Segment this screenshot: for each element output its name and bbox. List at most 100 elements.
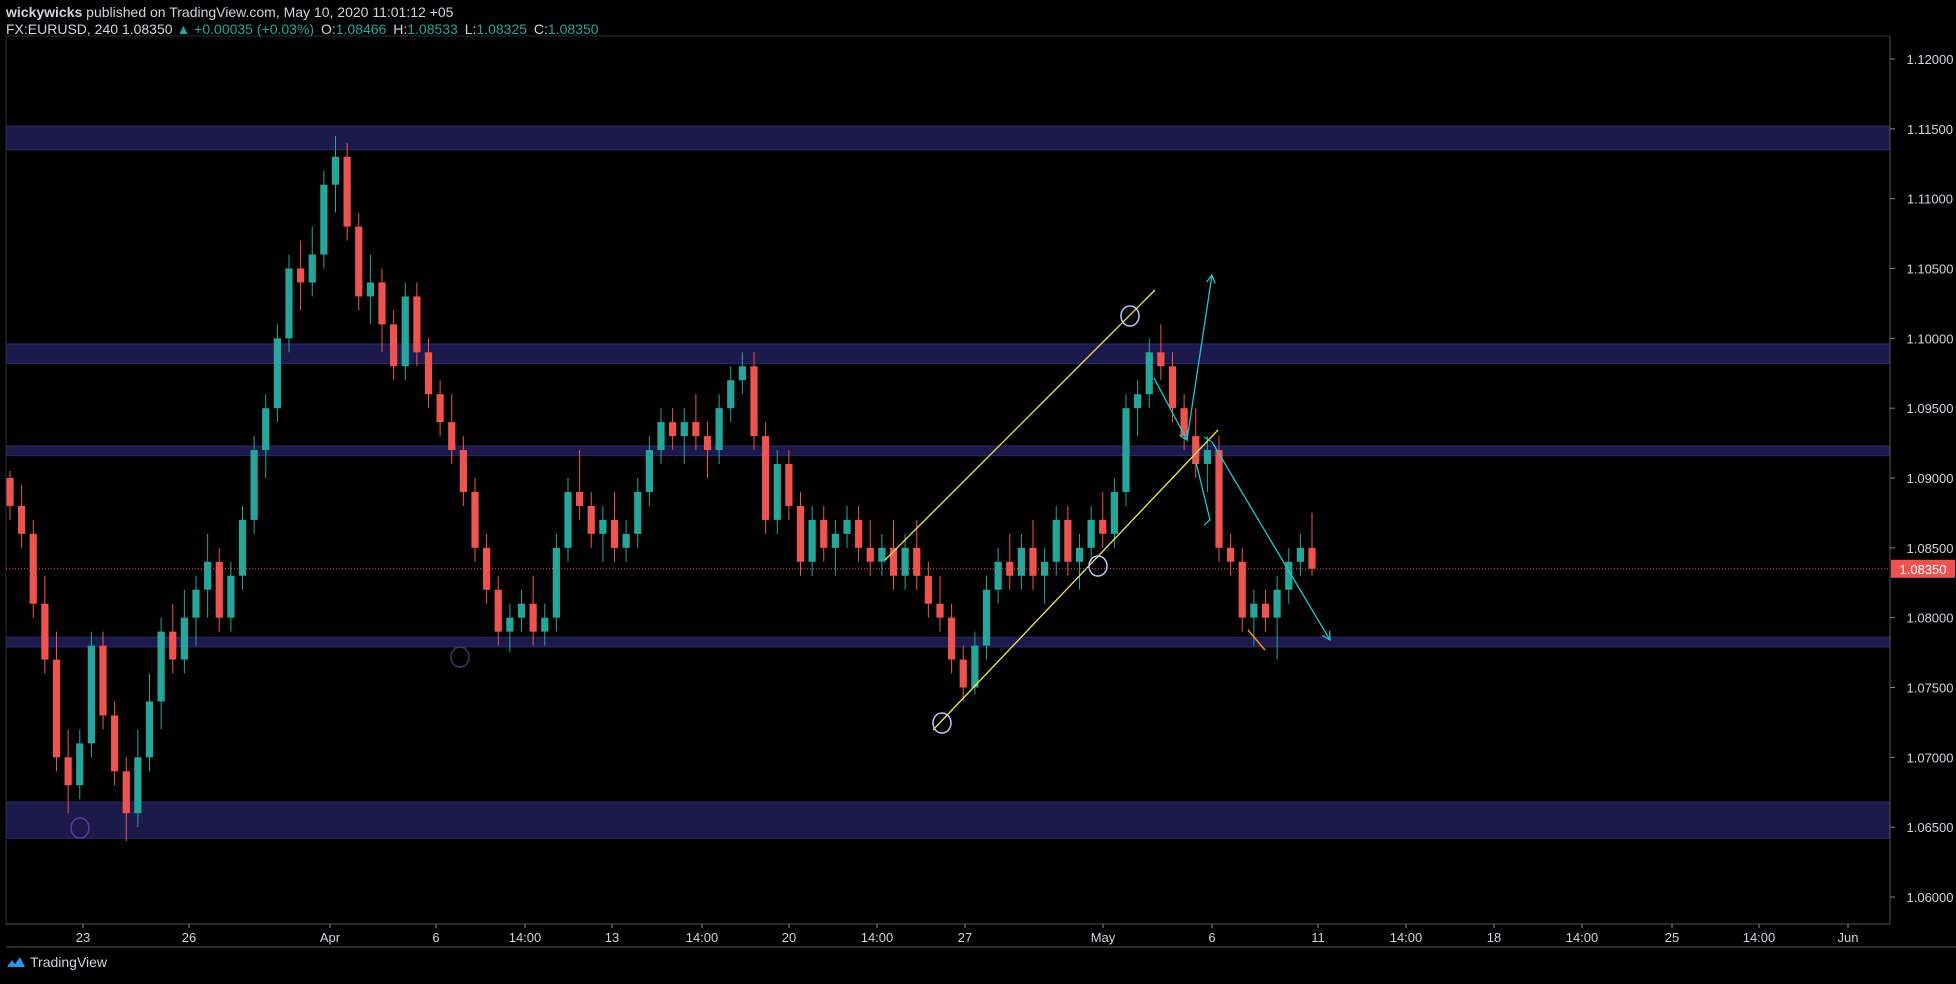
candle-body	[204, 561, 212, 590]
x-tick-label: 14:00	[509, 930, 542, 945]
candle-body	[610, 519, 619, 548]
symbol-label[interactable]: FX:EURUSD, 240	[6, 21, 119, 37]
touch-point-marker	[70, 817, 90, 839]
x-tick-label: Jun	[1838, 930, 1859, 945]
candle-body	[808, 519, 816, 562]
candle-body	[6, 478, 14, 506]
candle-body	[936, 603, 944, 618]
candle-body	[41, 603, 49, 660]
candle-body	[738, 366, 746, 381]
candle-body	[413, 296, 421, 353]
candle-body	[750, 366, 758, 437]
candle-body	[355, 226, 363, 297]
candle-body	[471, 491, 479, 548]
x-tick-label: 14:00	[1566, 930, 1599, 945]
candle-body	[541, 617, 549, 632]
candle-body	[180, 617, 188, 660]
candle-body	[1075, 547, 1084, 562]
y-tick-label: 1.09000	[1907, 471, 1954, 486]
y-tick-label: 1.09500	[1907, 401, 1954, 416]
projection-arrow-stub	[1203, 436, 1213, 443]
candle-body	[1261, 603, 1270, 618]
candle-body	[64, 757, 72, 786]
candle-body	[1308, 547, 1316, 569]
x-tick-label: 20	[782, 930, 796, 945]
candle-body	[669, 422, 677, 437]
candle-body	[122, 771, 130, 814]
candle-body	[517, 603, 526, 618]
candle-body	[773, 464, 781, 520]
touch-point-marker	[450, 646, 470, 668]
y-tick-label: 1.07500	[1907, 681, 1954, 696]
candle-body	[994, 561, 1002, 590]
candle-body	[366, 282, 374, 297]
last-price-tag	[1891, 559, 1955, 578]
candle-body	[1134, 394, 1142, 409]
candle-body	[436, 394, 444, 423]
orange-marker-line	[1247, 629, 1266, 651]
x-tick-label: 18	[1487, 930, 1501, 945]
y-tick-label: 1.11500	[1907, 122, 1953, 137]
candle-body	[459, 450, 467, 492]
candle-body	[506, 617, 514, 632]
tradingview-footer[interactable]: TradingView	[6, 954, 107, 970]
low-label: L:	[464, 21, 477, 37]
sr-zone	[5, 636, 1891, 648]
candle-body	[215, 561, 223, 618]
candle-body	[1296, 547, 1304, 562]
candle-body	[1122, 408, 1130, 492]
sr-zone	[5, 125, 1891, 151]
candle-body	[262, 408, 270, 451]
candle-body	[959, 659, 967, 688]
x-tick-label: 26	[182, 930, 196, 945]
x-tick-label: Apr	[320, 930, 341, 945]
candle-body	[1203, 450, 1211, 465]
candle-body	[1180, 408, 1188, 437]
author-name[interactable]: wickywicks	[6, 4, 83, 20]
candle-body	[1285, 561, 1293, 590]
y-tick-label: 1.08500	[1907, 541, 1954, 556]
candle-body	[169, 631, 177, 660]
last-price: 1.08350	[121, 21, 173, 37]
price-change: ▲ +0.00035 (+0.03%)	[176, 21, 315, 37]
touch-point-marker	[1120, 305, 1140, 327]
arrow-head	[1321, 630, 1331, 642]
candle-body	[622, 533, 630, 548]
candle-body	[227, 575, 235, 618]
candle-body	[18, 505, 26, 534]
candle-body	[145, 701, 154, 758]
x-tick-label: 6	[432, 930, 439, 945]
y-tick-label: 1.06500	[1907, 820, 1954, 835]
high-value: 1.08533	[407, 21, 458, 37]
candle-body	[87, 645, 95, 744]
plot-frame	[5, 35, 1891, 925]
candle-body	[1145, 352, 1153, 395]
candle-body	[1052, 519, 1060, 562]
candle-body	[820, 519, 828, 548]
candle-body	[99, 645, 107, 716]
candle-body	[1087, 519, 1095, 548]
close-label: C:	[533, 21, 548, 37]
sr-zone	[5, 801, 1891, 839]
arrow-head	[1206, 273, 1216, 284]
candle-body	[796, 505, 805, 562]
candle-body	[1006, 561, 1014, 576]
y-tick-label: 1.11000	[1907, 192, 1953, 207]
candle-body	[843, 519, 851, 534]
x-tick-label: 27	[958, 930, 972, 945]
candle-body	[308, 254, 316, 283]
x-tick-label: 6	[1208, 930, 1215, 945]
candle-body	[424, 352, 433, 395]
candle-body	[157, 631, 165, 702]
channel-line	[884, 289, 1156, 561]
projection-arrow-down	[1211, 441, 1331, 641]
sr-zone	[5, 445, 1891, 457]
x-tick-label: 13	[605, 930, 619, 945]
candle-body	[855, 519, 863, 548]
touch-point-marker	[932, 712, 952, 734]
candle-body	[715, 408, 723, 451]
candle-body	[1227, 547, 1235, 562]
high-label: H:	[393, 21, 408, 37]
candle-body	[285, 268, 293, 339]
